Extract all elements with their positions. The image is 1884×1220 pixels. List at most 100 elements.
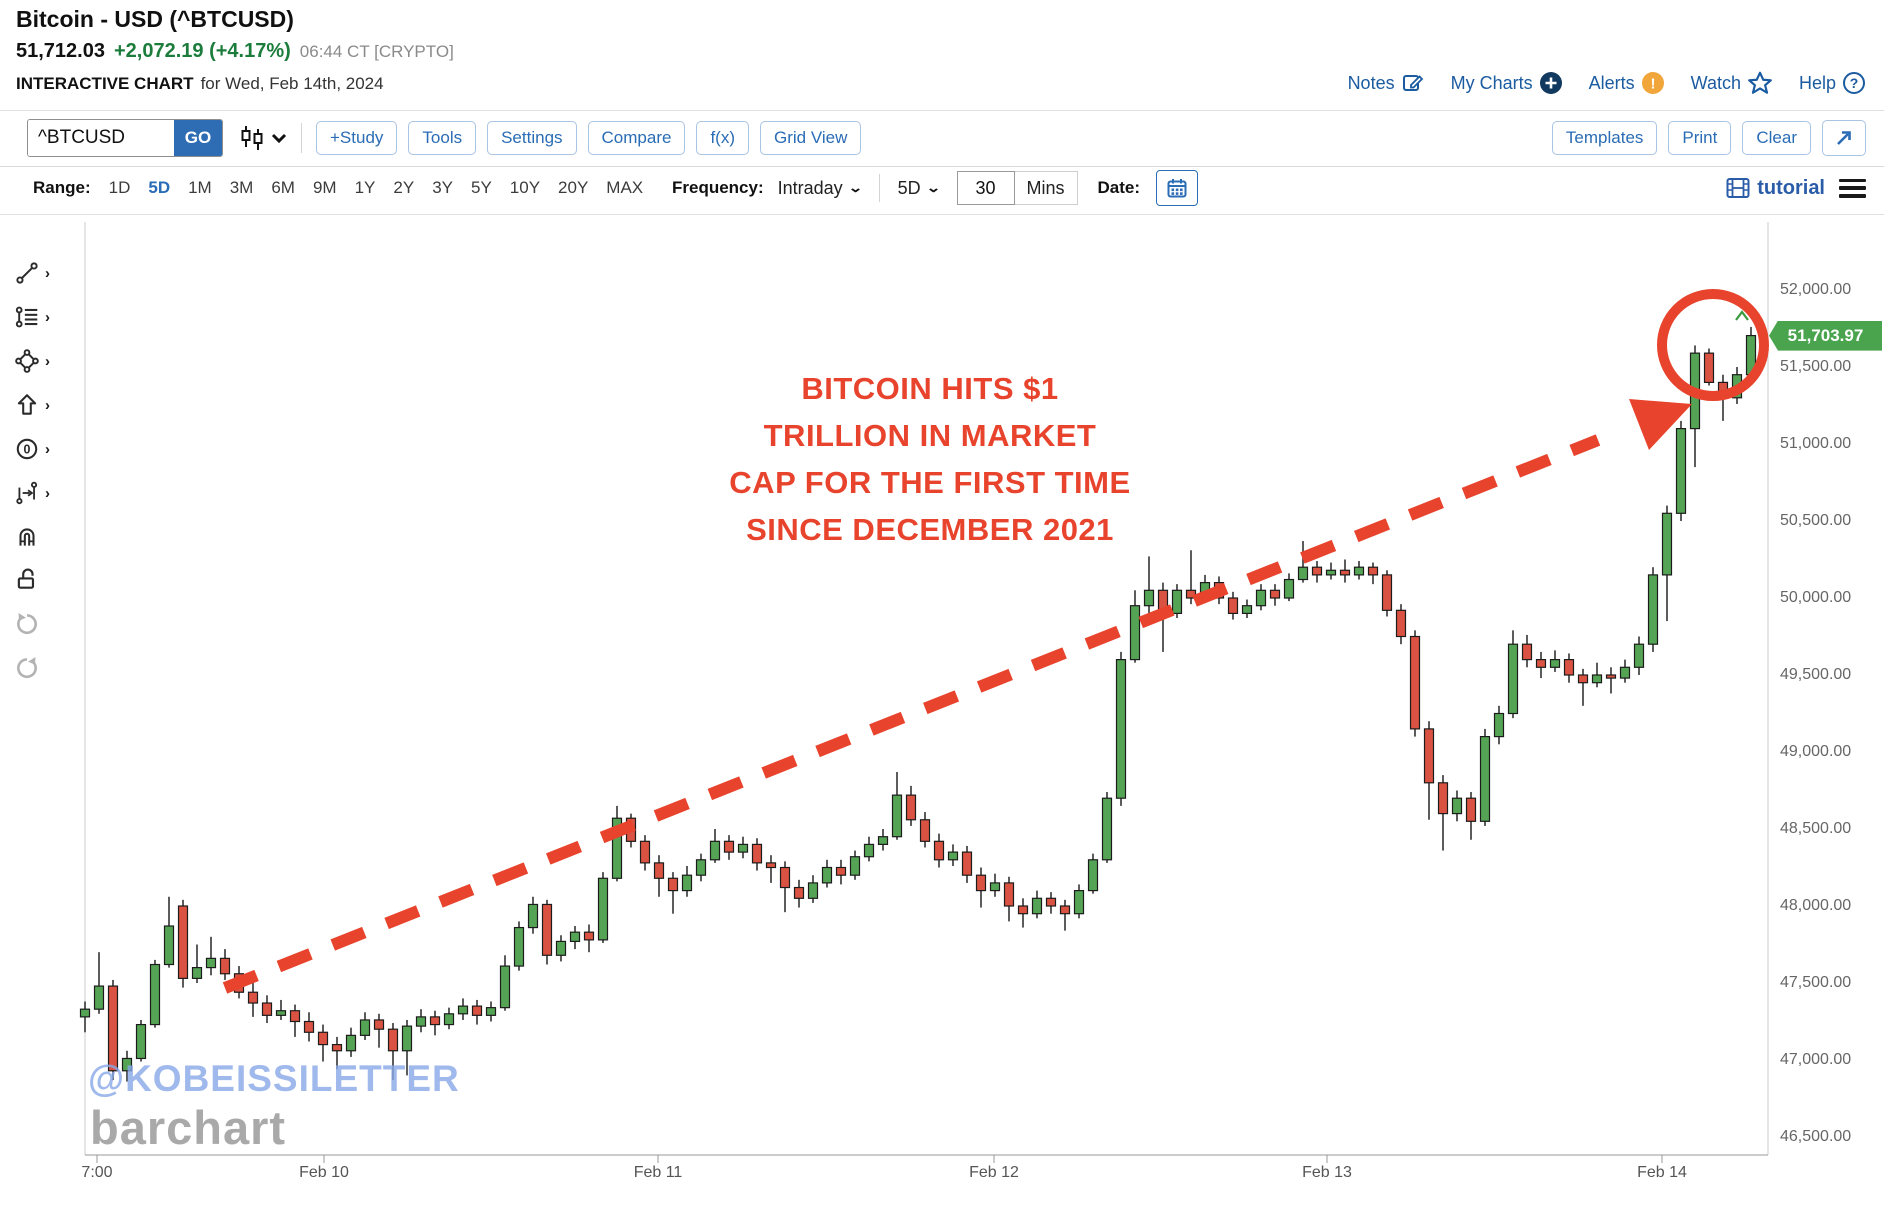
candle-body (1605, 674, 1617, 679)
arrow-expand-icon[interactable]: › (45, 396, 50, 414)
expand-button[interactable] (1822, 120, 1866, 156)
counter-tool[interactable]: 0 › (14, 432, 70, 466)
candle-body (681, 874, 693, 892)
arrow-tool[interactable]: › (14, 388, 70, 422)
settings-button[interactable]: Settings (487, 121, 577, 155)
trendline-expand-icon[interactable]: › (45, 264, 50, 282)
range-option-3y[interactable]: 3Y (432, 178, 453, 197)
watch-link[interactable]: Watch (1691, 70, 1773, 96)
candle-body (695, 859, 707, 876)
range-option-max[interactable]: MAX (606, 178, 644, 197)
range-bar: Range: 1D 5D 1M 3M 6M 9M 1Y 2Y 3Y 5Y 10Y 20Y MAX (33, 170, 643, 206)
counter-expand-icon[interactable]: › (45, 440, 50, 458)
candle-body (443, 1013, 455, 1026)
go-button[interactable]: GO (174, 120, 222, 156)
fibonacci-expand-icon[interactable]: › (45, 308, 50, 326)
calendar-icon (1167, 179, 1187, 198)
menu-icon[interactable] (1839, 178, 1866, 198)
candle-body (359, 1019, 371, 1036)
notes-label: Notes (1347, 72, 1395, 93)
date-picker-button[interactable] (1156, 170, 1199, 206)
candle-body (1031, 897, 1043, 915)
range-option-3m[interactable]: 3M (229, 178, 254, 197)
range-label: Range: (33, 178, 91, 197)
y-axis-tick-label: 50,500.00 (1780, 512, 1852, 529)
chart-type-selector[interactable] (237, 124, 287, 152)
candle-body (1311, 566, 1323, 576)
help-label: Help (1798, 72, 1836, 93)
grid-view-button[interactable]: Grid View (760, 121, 862, 155)
candle-body (961, 851, 973, 876)
candle-body (1549, 659, 1561, 668)
magnet-tool[interactable] (14, 520, 70, 554)
candle-body (709, 840, 721, 861)
templates-button[interactable]: Templates (1551, 121, 1658, 155)
measure-expand-icon[interactable]: › (45, 484, 50, 502)
interval-input[interactable] (956, 171, 1015, 205)
candle-body (1535, 659, 1547, 668)
candle-body (121, 1057, 133, 1072)
my-charts-link[interactable]: My Charts (1451, 71, 1563, 95)
candle-body (905, 794, 917, 821)
candle-body (135, 1023, 147, 1060)
undo[interactable] (14, 606, 70, 640)
range-option-1m[interactable]: 1M (188, 178, 212, 197)
candle-body (1059, 905, 1071, 915)
shapes-expand-icon[interactable]: › (45, 352, 50, 370)
film-icon (1726, 178, 1750, 198)
range-option-1y[interactable]: 1Y (354, 178, 376, 197)
shapes-tool[interactable]: › (14, 344, 70, 378)
candle-body (429, 1016, 441, 1026)
study-button[interactable]: +Study (316, 121, 398, 155)
y-axis-tick-label: 51,000.00 (1780, 435, 1852, 452)
fibonacci-tool[interactable]: › (14, 300, 70, 334)
candle-body (387, 1028, 399, 1052)
candle-body (569, 931, 581, 943)
alerts-link[interactable]: Alerts ! (1589, 71, 1665, 95)
print-button[interactable]: Print (1668, 121, 1732, 155)
candle-body (317, 1031, 329, 1046)
range-option-10y[interactable]: 10Y (509, 178, 541, 197)
candle-body (779, 866, 791, 889)
unlock-tool[interactable] (14, 562, 70, 596)
period-chevron-icon: ⌄ (925, 180, 941, 195)
range-option-2y[interactable]: 2Y (393, 178, 415, 197)
symbol-input[interactable] (28, 120, 174, 156)
tutorial-link[interactable]: tutorial (1726, 177, 1825, 200)
svg-text:!: ! (1650, 76, 1655, 93)
redo[interactable] (14, 650, 70, 684)
chart-area: › › › › 0 › › (0, 222, 1884, 1220)
frequency-select[interactable]: Intraday (777, 177, 843, 198)
period-select[interactable]: 5D (897, 177, 921, 198)
notes-link[interactable]: Notes (1348, 71, 1425, 95)
range-option-5y[interactable]: 5Y (470, 178, 492, 197)
candle-body (1577, 674, 1589, 684)
trendline-tool[interactable]: › (14, 256, 70, 290)
candle-body (1073, 889, 1085, 915)
compare-button[interactable]: Compare (587, 121, 686, 155)
range-option-5d[interactable]: 5D (148, 178, 171, 197)
candle-body (1185, 589, 1197, 599)
toolbar-divider (301, 123, 302, 153)
tools-button[interactable]: Tools (408, 121, 477, 155)
candle-body (1101, 797, 1113, 861)
candle-body (611, 817, 623, 879)
price-chart-canvas[interactable] (0, 222, 1884, 1220)
measure-tool[interactable]: › (14, 476, 70, 510)
candle-body (1325, 569, 1337, 576)
range-option-1d[interactable]: 1D (108, 178, 131, 197)
help-link[interactable]: Help ? (1799, 71, 1866, 95)
candle-body (1465, 797, 1477, 822)
candle-body (289, 1010, 301, 1023)
range-option-6m[interactable]: 6M (271, 178, 295, 197)
candle-body (1507, 643, 1519, 715)
last-bar-caret-icon (1735, 310, 1749, 321)
candle-body (793, 886, 805, 899)
expand-arrow-icon (1837, 131, 1851, 145)
last-price: 51,712.03 (16, 40, 105, 62)
fx-button[interactable]: f(x) (696, 121, 749, 155)
range-option-9m[interactable]: 9M (312, 178, 337, 197)
clear-button[interactable]: Clear (1742, 121, 1811, 155)
range-option-20y[interactable]: 20Y (558, 178, 589, 197)
